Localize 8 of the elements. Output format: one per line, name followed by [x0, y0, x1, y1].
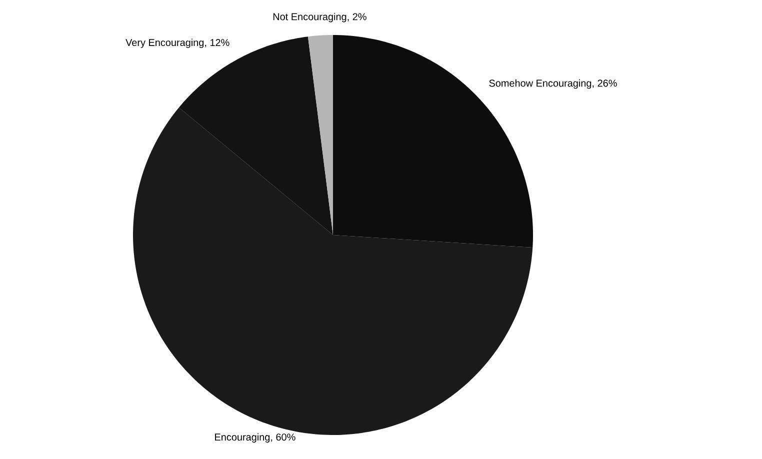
slice-label: Somehow Encouraging [489, 79, 592, 89]
slice-label: Very Encouraging [126, 38, 204, 48]
data-label: , 60% [271, 434, 296, 442]
data-label: , 26% [592, 80, 617, 88]
data-label: , 2% [348, 13, 366, 22]
slice-label: Encouraging [215, 433, 270, 443]
slice-label: Not Encouraging [273, 12, 346, 22]
data-label: , 12% [205, 38, 230, 48]
